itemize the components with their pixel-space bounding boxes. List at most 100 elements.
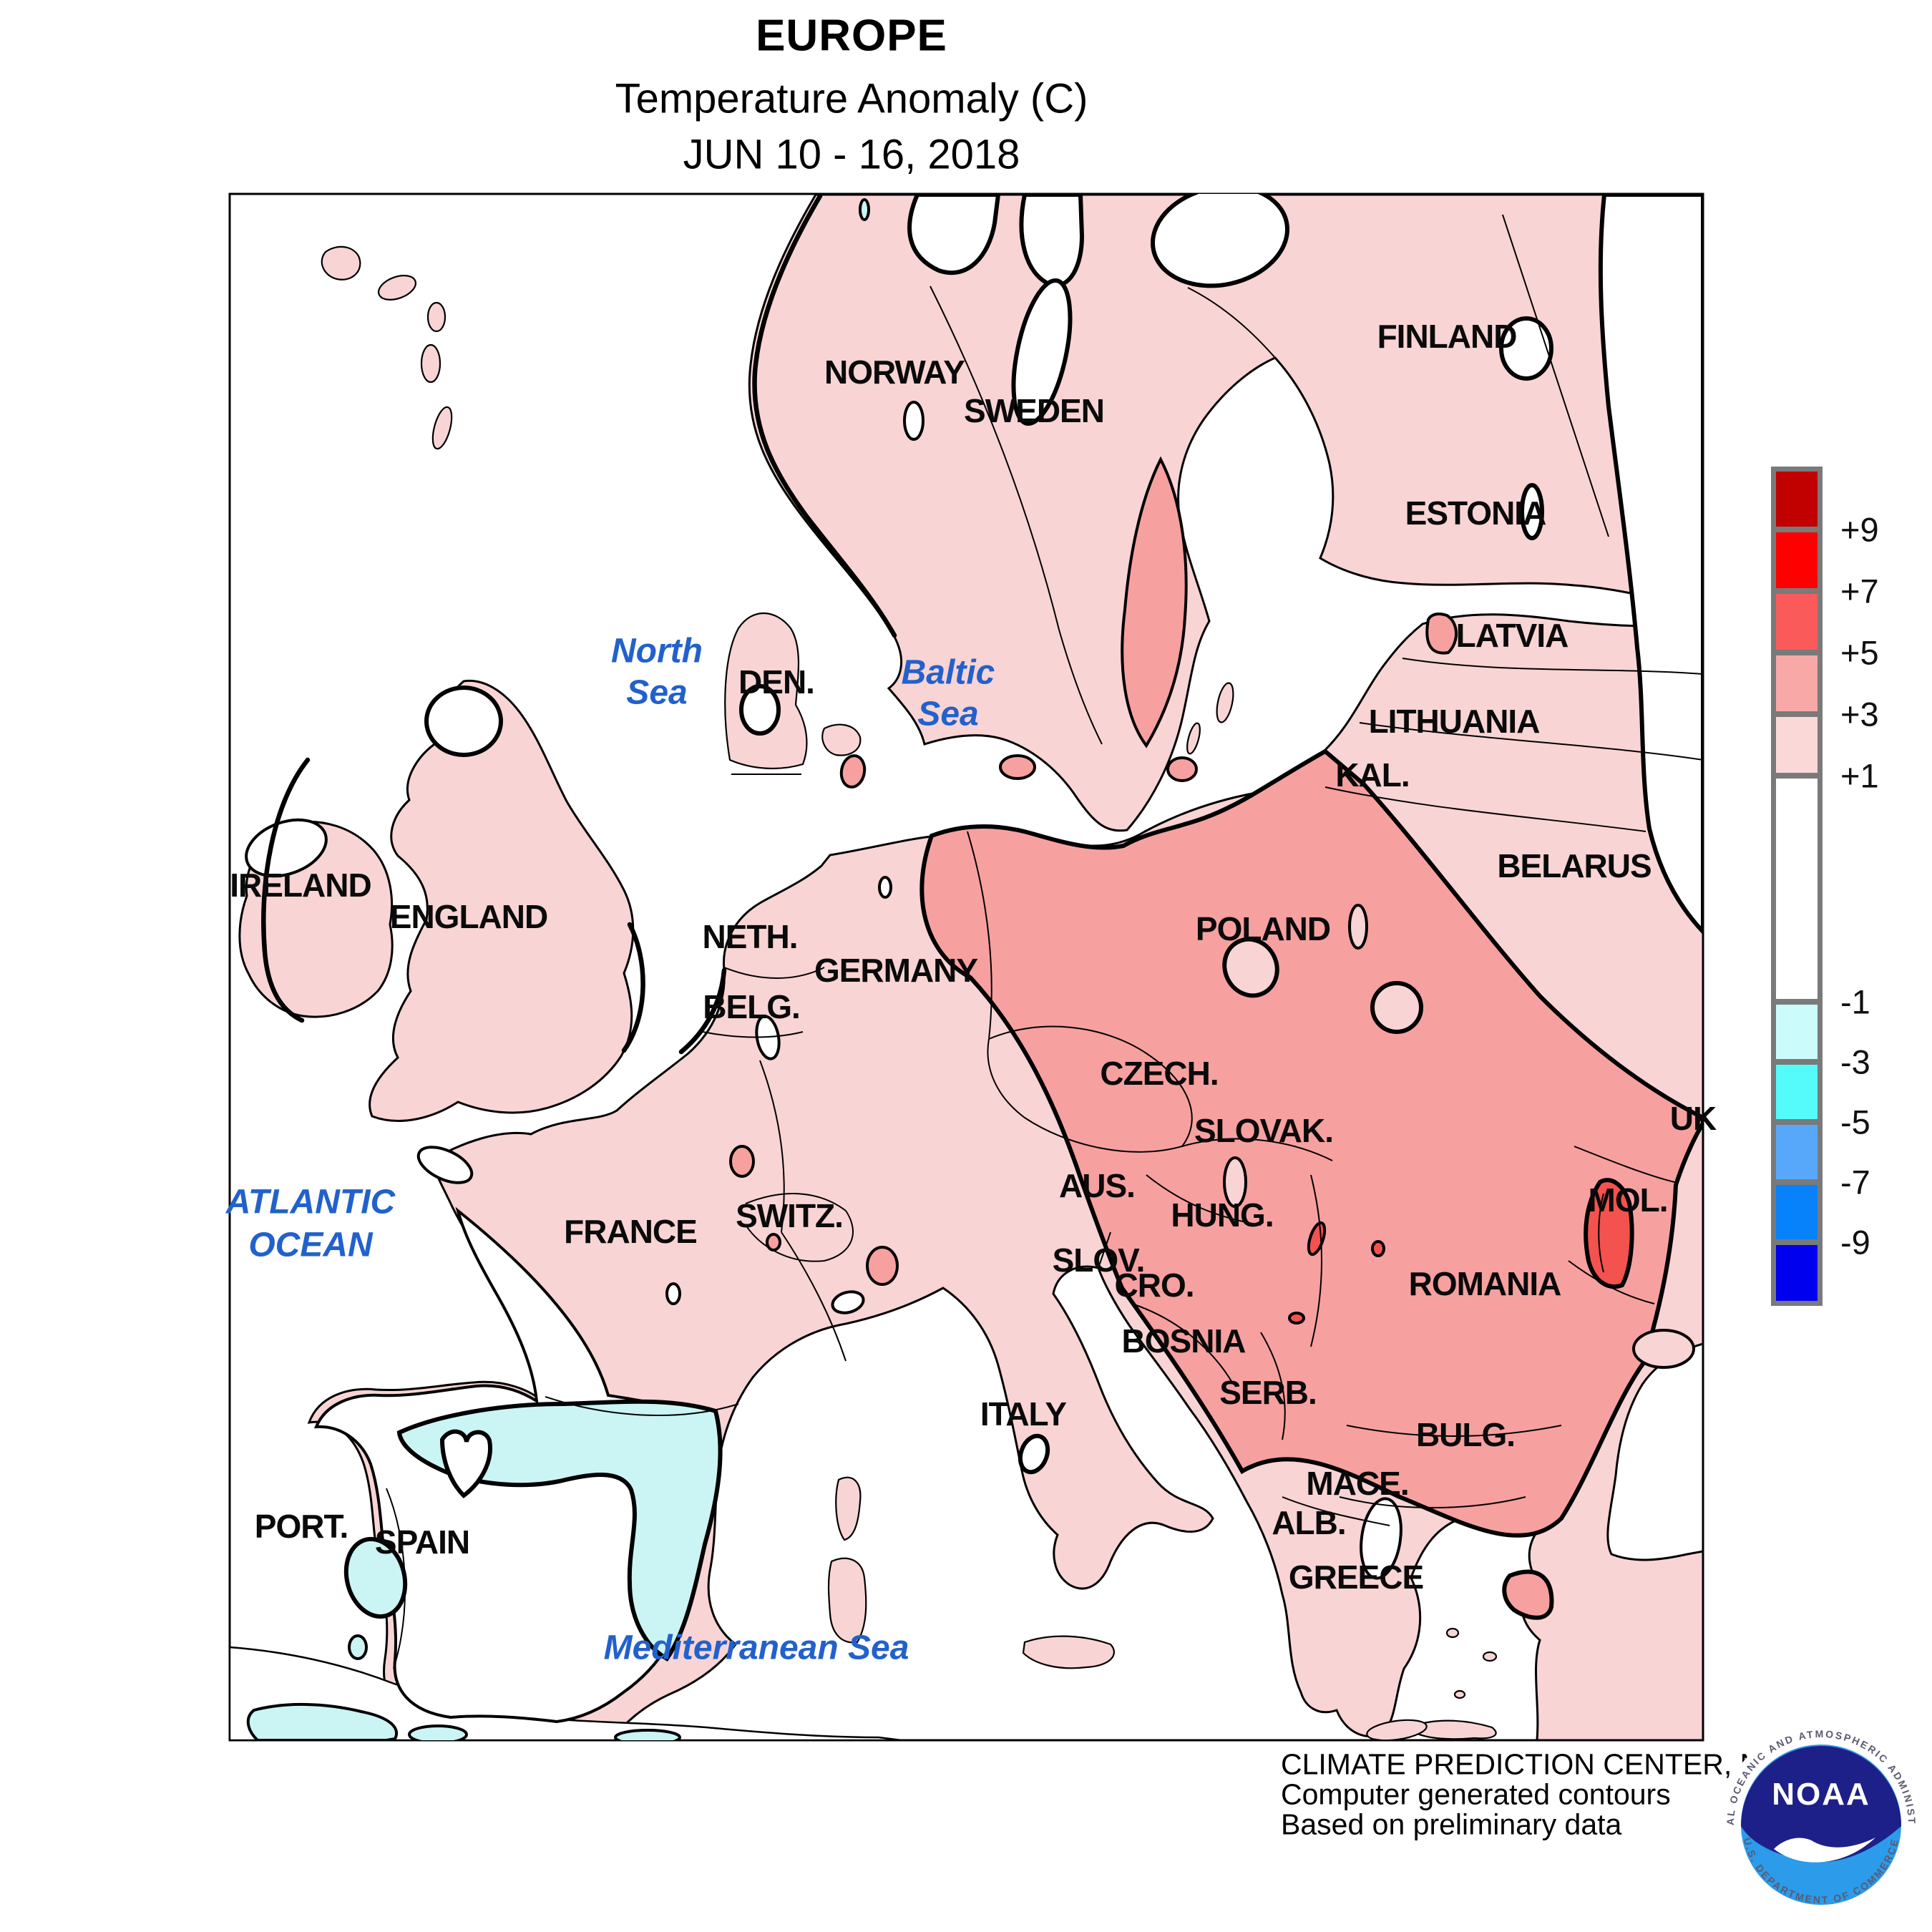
hot-blob-moldova-inner-contour (1598, 1193, 1604, 1273)
legend-tick-minus1: -1 (1840, 982, 1870, 1021)
white-lobe-north-1 (907, 194, 1001, 275)
cool-pocket-odessa (1632, 1329, 1695, 1369)
country-label-bosnia: BOSNIA (1121, 1322, 1246, 1360)
map-date-range: JUN 10 - 16, 2018 (683, 131, 1020, 178)
warm-blob-denmark-east (839, 754, 867, 789)
land-corsica (835, 1476, 862, 1541)
cool-patch-africa-2 (408, 1724, 468, 1740)
white-oval-scotland (424, 686, 503, 757)
country-label-alb: ALB. (1272, 1504, 1346, 1541)
legend-swatch-above-plus5 (1773, 591, 1820, 653)
legend-swatch-above-minus7 (1773, 1122, 1820, 1182)
white-oval-estonia (1520, 483, 1544, 540)
country-label-switz: SWITZ. (736, 1197, 844, 1234)
contour-east-england (621, 922, 645, 1053)
land-crete (1412, 1719, 1497, 1740)
warm-blob-se-sweden (1166, 756, 1198, 782)
white-oval-kola (1151, 194, 1289, 288)
country-label-czech: CZECH. (1100, 1055, 1219, 1092)
aegean-island-3 (1453, 1689, 1466, 1699)
faroe-islet-2 (426, 301, 447, 333)
noaa-logo-seabird-icon (1774, 1838, 1875, 1863)
warm-blob-ne-aegean (1502, 1569, 1554, 1620)
legend-swatch-above-minus3 (1773, 1002, 1820, 1062)
legend-tick-plus7: +7 (1840, 572, 1879, 610)
warm-blob-france-2 (866, 1246, 899, 1286)
faroe-islet-3 (420, 343, 441, 384)
country-label-den: DEN. (738, 663, 815, 701)
legend-tick-plus1: +1 (1840, 756, 1879, 795)
country-label-neth: NETH. (702, 918, 799, 955)
country-label-romania: ROMANIA (1408, 1265, 1562, 1302)
country-label-greece: GREECE (1288, 1558, 1424, 1596)
contour-norway-coast (752, 194, 897, 638)
country-label-poland: POLAND (1195, 910, 1331, 947)
white-oval-alps (831, 1290, 865, 1314)
country-label-bulg: BULG. (1415, 1416, 1516, 1453)
cool-hole-poland-2 (1348, 904, 1368, 950)
cool-hole-poland-3 (1370, 981, 1423, 1034)
sea-label-north: North (611, 632, 703, 670)
land-danish-isles (821, 723, 862, 756)
faroe-islet-4 (431, 406, 453, 450)
country-label-uk: UK (1669, 1100, 1717, 1137)
noaa-logo: NOAA NATIONAL OCEANIC AND ATMOSPHERIC AD… (1721, 1724, 1921, 1925)
warm-stripe-sweden (1121, 456, 1188, 748)
legend-swatch-above-plus1 (1773, 714, 1820, 776)
land-cyprus (1366, 1719, 1428, 1740)
white-region-ne-russia (1598, 194, 1703, 935)
map-subtitle: Temperature Anomaly (C) (615, 75, 1088, 122)
legend-tick-plus3: +3 (1840, 695, 1879, 733)
map-geometry (230, 194, 1703, 1740)
country-label-belarus: BELARUS (1497, 847, 1652, 884)
white-heart-hole-spain (439, 1429, 492, 1498)
cool-oval-sw-spain (343, 1536, 408, 1619)
land-britain (369, 679, 635, 1122)
country-label-lithuania: LITHUANIA (1368, 703, 1541, 740)
legend-tick-minus5: -5 (1840, 1103, 1870, 1141)
warm-blob-latvia (1425, 613, 1458, 655)
white-oval-brittany (416, 1146, 474, 1184)
cool-sliver-north-norway (859, 198, 870, 221)
white-oval-central-italy (1018, 1433, 1050, 1475)
credit-data-note: Based on preliminary data (1281, 1807, 1622, 1841)
hot-blob-romania-2 (1371, 1240, 1385, 1257)
land-faroes (321, 245, 361, 280)
country-label-port: PORT. (254, 1508, 348, 1545)
aegean-island-2 (1482, 1651, 1498, 1662)
noaa-logo-wordmark: NOAA (1772, 1777, 1870, 1812)
cool-patch-africa-3 (614, 1729, 681, 1740)
country-label-spain: SPAIN (374, 1523, 470, 1561)
land-sicily (1022, 1635, 1115, 1669)
warm-blob-france-1 (729, 1145, 755, 1178)
country-label-italy: ITALY (980, 1395, 1067, 1433)
country-label-estonia: ESTONIA (1405, 494, 1547, 532)
country-label-slov: SLOV. (1052, 1241, 1146, 1279)
legend-swatch-above-plus9 (1773, 469, 1820, 530)
land-sardinia (827, 1557, 867, 1644)
country-label-hung: HUNG. (1171, 1196, 1274, 1234)
country-label-france: FRANCE (564, 1213, 698, 1250)
aegean-island-1 (1445, 1627, 1460, 1639)
legend-tick-minus3: -3 (1840, 1043, 1870, 1081)
land-oland (1186, 722, 1201, 755)
cool-blob-south-spain (348, 1634, 368, 1660)
legend-frame (1771, 467, 1823, 1306)
cool-hole-poland-1 (1222, 937, 1279, 998)
country-label-kal: KAL. (1335, 756, 1410, 794)
country-label-slovak: SLOVAK. (1194, 1112, 1334, 1149)
legend-tick-minus9: -9 (1840, 1223, 1870, 1262)
country-label-ireland: IRELAND (230, 867, 371, 904)
country-label-sweden: SWEDEN (964, 392, 1105, 429)
hot-blob-moldova (1584, 1178, 1634, 1289)
sea-label-mediterranean-sea: Mediterranean Sea (603, 1629, 909, 1667)
white-oval-rhone (665, 1282, 681, 1305)
country-label-mace: MACE. (1306, 1465, 1409, 1502)
legend-swatch-bottom (1773, 1242, 1820, 1304)
country-label-england: ENGLAND (389, 898, 548, 935)
warm-blob-bornholm (999, 754, 1036, 780)
cool-hole-hungary (1223, 1156, 1247, 1208)
faroe-islet-1 (378, 275, 416, 301)
